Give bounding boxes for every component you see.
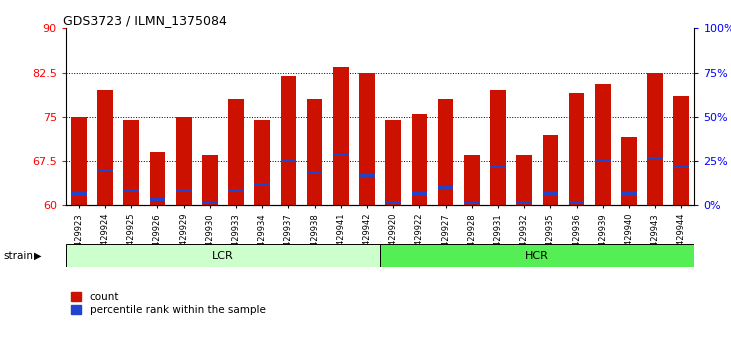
Bar bbox=[464, 155, 480, 205]
Text: LCR: LCR bbox=[212, 251, 234, 261]
Bar bbox=[516, 155, 532, 205]
Bar bbox=[595, 160, 610, 162]
Bar bbox=[307, 172, 322, 174]
Text: GDS3723 / ILMN_1375084: GDS3723 / ILMN_1375084 bbox=[63, 14, 227, 27]
Bar bbox=[71, 192, 87, 195]
Bar bbox=[438, 99, 453, 205]
Bar bbox=[621, 137, 637, 205]
Bar bbox=[124, 120, 139, 205]
Bar bbox=[281, 75, 296, 205]
Bar bbox=[516, 201, 532, 204]
Bar bbox=[97, 90, 113, 205]
Bar bbox=[673, 96, 689, 205]
Bar bbox=[359, 175, 375, 177]
Bar bbox=[202, 155, 218, 205]
Bar bbox=[595, 84, 610, 205]
Text: strain: strain bbox=[4, 251, 34, 261]
Bar bbox=[228, 99, 244, 205]
Bar bbox=[254, 120, 270, 205]
Bar bbox=[569, 201, 584, 204]
Bar bbox=[150, 198, 165, 201]
Bar bbox=[124, 189, 139, 192]
Bar bbox=[569, 93, 584, 205]
Bar bbox=[380, 244, 694, 267]
Text: ▶: ▶ bbox=[34, 251, 42, 261]
Bar bbox=[66, 244, 380, 267]
Bar bbox=[438, 186, 453, 189]
Bar bbox=[648, 157, 663, 159]
Bar bbox=[307, 99, 322, 205]
Bar bbox=[673, 166, 689, 168]
Bar bbox=[333, 154, 349, 156]
Bar bbox=[97, 169, 113, 171]
Bar bbox=[464, 201, 480, 204]
Bar bbox=[175, 117, 192, 205]
Bar bbox=[490, 166, 506, 168]
Bar bbox=[254, 183, 270, 186]
Bar bbox=[621, 192, 637, 195]
Bar bbox=[385, 120, 401, 205]
Bar bbox=[150, 152, 165, 205]
Bar bbox=[359, 73, 375, 205]
Bar bbox=[175, 189, 192, 192]
Bar bbox=[648, 73, 663, 205]
Bar bbox=[490, 90, 506, 205]
Text: HCR: HCR bbox=[526, 251, 549, 261]
Bar bbox=[202, 201, 218, 204]
Bar bbox=[228, 189, 244, 192]
Legend: count, percentile rank within the sample: count, percentile rank within the sample bbox=[71, 292, 265, 315]
Bar bbox=[281, 160, 296, 162]
Bar bbox=[385, 201, 401, 204]
Bar bbox=[542, 135, 558, 205]
Bar bbox=[542, 192, 558, 195]
Bar bbox=[71, 117, 87, 205]
Bar bbox=[412, 192, 427, 195]
Bar bbox=[412, 114, 427, 205]
Bar bbox=[333, 67, 349, 205]
